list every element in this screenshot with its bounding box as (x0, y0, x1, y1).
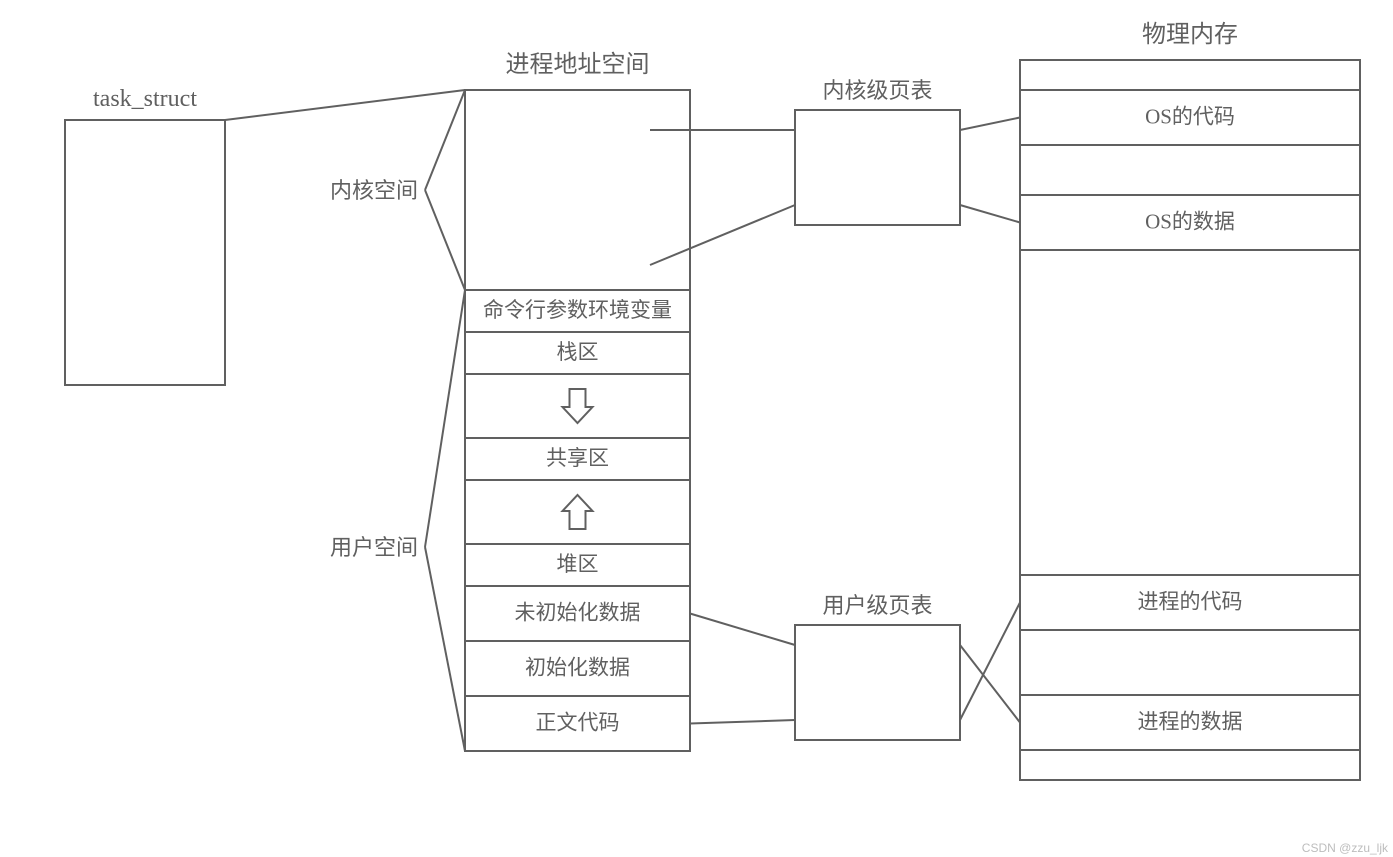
cell-label: 栈区 (557, 340, 599, 364)
phys-mem-row (1020, 145, 1360, 195)
phys-mem-row (1020, 250, 1360, 575)
cell-label: 进程的代码 (1138, 589, 1243, 613)
svg-text:用户级页表: 用户级页表 (822, 593, 932, 618)
task-struct-box (65, 120, 225, 385)
arrow-down-icon (563, 389, 593, 423)
user-pagetable-box (795, 625, 960, 740)
cell-label: 正文代码 (536, 710, 620, 734)
svg-text:用户空间: 用户空间 (330, 535, 418, 560)
cell-label: OS的数据 (1145, 209, 1235, 233)
kernel-space-box (465, 90, 690, 290)
cell-label: 共享区 (546, 446, 609, 470)
cell-label: 进程的数据 (1138, 709, 1243, 733)
cell-label: 堆区 (557, 552, 599, 576)
cell-label: 初始化数据 (525, 655, 630, 679)
cell-label: 未初始化数据 (515, 600, 641, 624)
svg-text:物理内存: 物理内存 (1142, 21, 1238, 48)
phys-mem-row (1020, 630, 1360, 695)
phys-mem-row (1020, 60, 1360, 90)
watermark: CSDN @zzu_ljk (1302, 841, 1389, 855)
cell-label: 命令行参数环境变量 (483, 298, 672, 322)
cell-label: OS的代码 (1145, 104, 1235, 128)
svg-text:内核空间: 内核空间 (330, 178, 418, 203)
svg-text:进程地址空间: 进程地址空间 (506, 51, 650, 78)
svg-text:内核级页表: 内核级页表 (822, 78, 932, 103)
svg-text:task_struct: task_struct (93, 86, 197, 112)
arrow-up-icon (563, 495, 593, 529)
addr-segment (465, 374, 690, 438)
addr-segment (465, 480, 690, 544)
phys-mem-row (1020, 750, 1360, 780)
kernel-pagetable-box (795, 110, 960, 225)
